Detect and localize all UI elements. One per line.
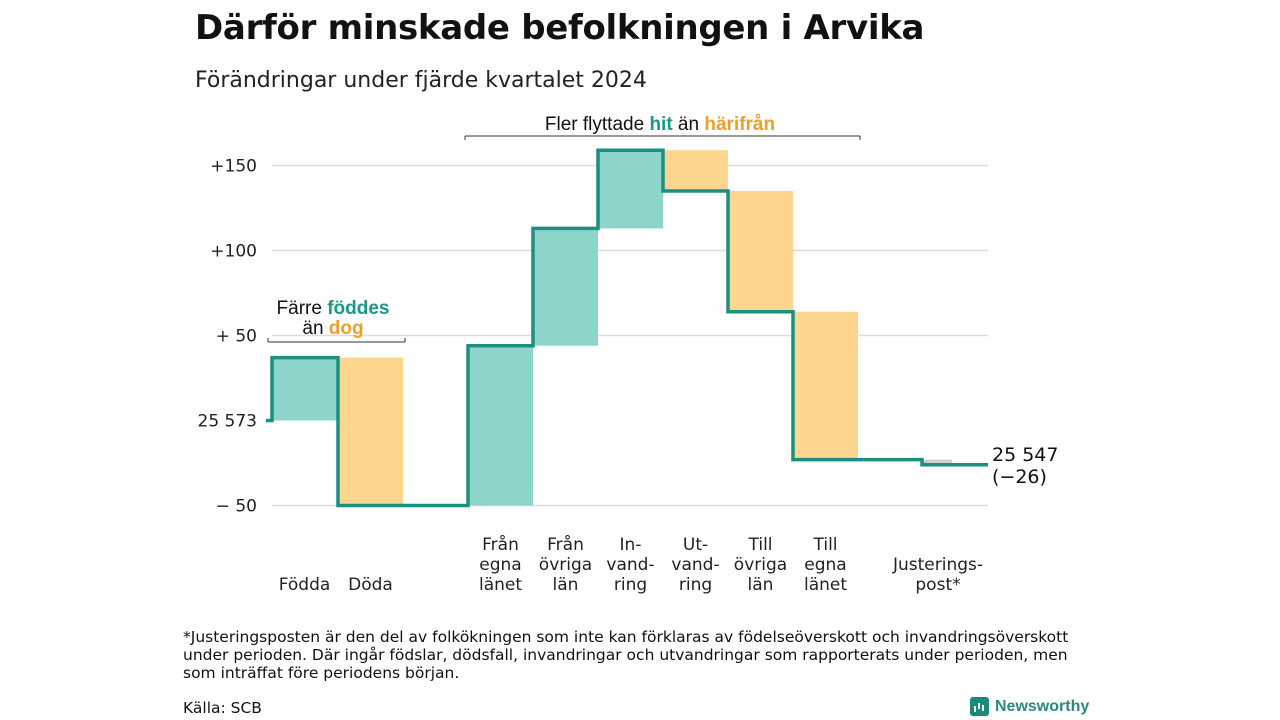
waterfall-bar: [272, 357, 337, 421]
brand-logo: Newsworthy: [970, 697, 1089, 716]
category-label: vand-: [606, 555, 654, 575]
category-label: egna: [479, 555, 521, 575]
category-label: Döda: [348, 575, 393, 595]
footnote: *Justeringsposten är den del av folkökni…: [183, 628, 1069, 682]
chart-title: Därför minskade befolkningen i Arvika: [195, 8, 925, 48]
waterfall-bar: [793, 311, 858, 460]
category-label: Ut-: [683, 535, 708, 555]
newsworthy-logo-icon: [970, 697, 989, 716]
y-tick-label: − 50: [216, 497, 257, 517]
source-note: Källa: SCB: [183, 699, 262, 717]
end-value-label: 25 547: [992, 444, 1058, 466]
y-tick-label: +150: [210, 157, 257, 177]
category-label: egna: [804, 555, 846, 575]
category-label: län: [553, 575, 579, 595]
category-label: In-: [620, 535, 642, 555]
waterfall-bar: [598, 150, 663, 229]
migration-annotation: Fler flyttade hit än härifrån: [545, 114, 775, 135]
waterfall-bar: [533, 228, 598, 346]
category-label: övriga: [734, 555, 787, 575]
waterfall-bar: [338, 357, 403, 506]
category-label: övriga: [539, 555, 592, 575]
waterfall-bar: [468, 345, 533, 506]
category-label: Från: [547, 534, 584, 555]
category-label: länet: [804, 575, 847, 595]
cumulative-step-line: [266, 148, 988, 508]
category-label: Från: [482, 534, 519, 555]
waterfall-bar: [922, 459, 952, 465]
y-tick-label: + 50: [216, 327, 257, 347]
category-label: vand-: [671, 555, 719, 575]
waterfall-bar: [663, 150, 728, 191]
category-label: Till: [812, 535, 837, 555]
category-label: länet: [479, 575, 522, 595]
births-deaths-annotation: Färre föddes: [277, 298, 390, 319]
category-label: Födda: [279, 575, 331, 595]
end-change-label: (−26): [992, 466, 1047, 488]
y-tick-label: +100: [210, 242, 257, 262]
category-label: post*: [915, 575, 960, 595]
chart-subtitle: Förändringar under fjärde kvartalet 2024: [195, 68, 647, 93]
category-label: ring: [679, 575, 712, 595]
category-label: län: [748, 575, 774, 595]
start-value-label: 25 573: [198, 412, 257, 432]
births-deaths-annotation-line2: än dog: [302, 318, 363, 339]
category-label: Justerings-: [892, 555, 983, 575]
category-label: ring: [614, 575, 647, 595]
brand-name: Newsworthy: [995, 697, 1090, 715]
waterfall-bar: [728, 191, 793, 312]
category-label: Till: [747, 535, 772, 555]
